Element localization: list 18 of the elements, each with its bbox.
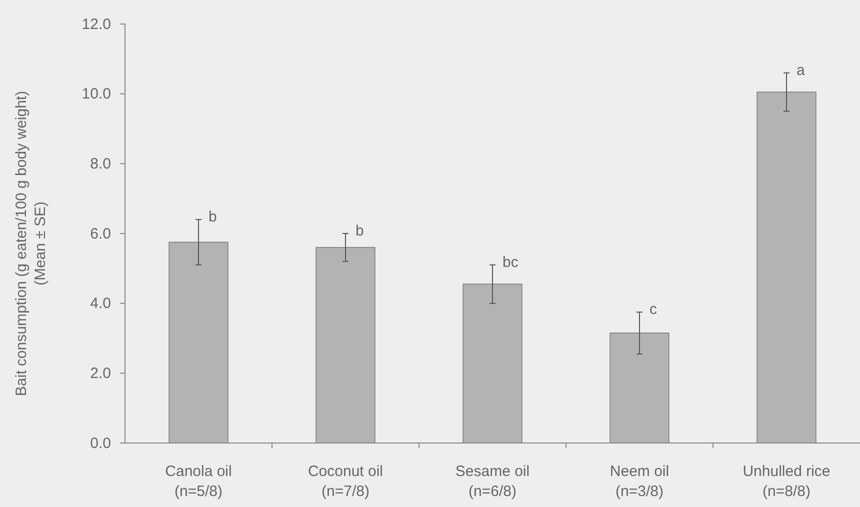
x-tick-label: Sesame oil (n=6/8) xyxy=(455,463,530,500)
annotation: b xyxy=(356,222,364,240)
y-tick-label: 0.0 xyxy=(90,434,111,452)
y-tick-label: 2.0 xyxy=(90,364,111,382)
annotation: bc xyxy=(502,254,519,271)
x-tick-label: Canola oil (n=5/8) xyxy=(165,463,232,500)
annotation: c xyxy=(650,301,658,318)
y-tick-label: 10.0 xyxy=(82,86,111,103)
y-tick-label: 12.0 xyxy=(82,16,111,33)
y-tick-label: 6.0 xyxy=(90,225,111,242)
y-axis-title: Bait consumption (g eaten/100 g body weight) (Mean ± SE) xyxy=(13,90,49,396)
x-tick-label: Unhulled rice (n=8/8) xyxy=(742,463,830,500)
y-tick-label: 4.0 xyxy=(90,295,111,312)
x-tick-label: Coconut oil (n=7/8) xyxy=(308,463,384,500)
x-tick-label: Neem oil (n=3/8) xyxy=(610,463,670,500)
y-tick-label: 8.0 xyxy=(90,155,111,172)
annotation: a xyxy=(796,62,806,79)
annotation: b xyxy=(208,208,217,226)
